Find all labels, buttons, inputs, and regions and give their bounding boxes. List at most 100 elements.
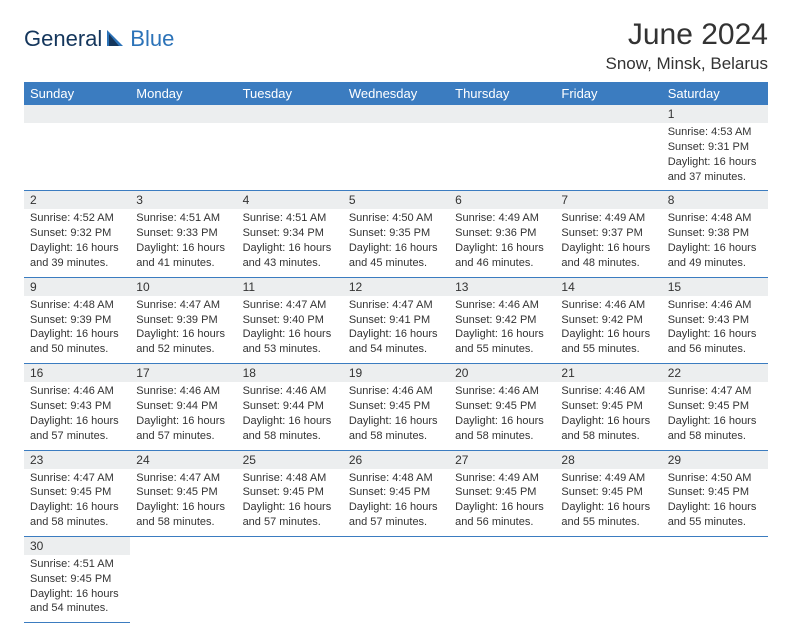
day-number <box>555 536 661 555</box>
daylight-line1: Daylight: 16 hours <box>30 500 124 515</box>
daylight-line2: and 50 minutes. <box>30 342 124 357</box>
day-details: Sunrise: 4:46 AMSunset: 9:43 PMDaylight:… <box>662 296 768 364</box>
day-number <box>130 105 236 123</box>
daylight-line1: Daylight: 16 hours <box>136 414 230 429</box>
day-details <box>237 123 343 191</box>
sunset-text: Sunset: 9:45 PM <box>30 485 124 500</box>
day-number-row: 9101112131415 <box>24 277 768 296</box>
sunset-text: Sunset: 9:40 PM <box>243 313 337 328</box>
day-number: 25 <box>237 450 343 469</box>
sunrise-text: Sunrise: 4:53 AM <box>668 125 762 140</box>
day-number <box>449 105 555 123</box>
sunrise-text: Sunrise: 4:46 AM <box>561 384 655 399</box>
day-number <box>555 105 661 123</box>
daylight-line1: Daylight: 16 hours <box>30 587 124 602</box>
day-number <box>24 105 130 123</box>
sunset-text: Sunset: 9:45 PM <box>30 572 124 587</box>
day-number: 19 <box>343 364 449 383</box>
day-number <box>662 536 768 555</box>
day-number: 14 <box>555 277 661 296</box>
daylight-line1: Daylight: 16 hours <box>668 327 762 342</box>
daylight-line2: and 55 minutes. <box>455 342 549 357</box>
day-number-row: 16171819202122 <box>24 364 768 383</box>
day-number: 16 <box>24 364 130 383</box>
day-details: Sunrise: 4:47 AMSunset: 9:45 PMDaylight:… <box>130 469 236 537</box>
daylight-line2: and 58 minutes. <box>136 515 230 530</box>
sunrise-text: Sunrise: 4:50 AM <box>668 471 762 486</box>
daylight-line1: Daylight: 16 hours <box>561 327 655 342</box>
weekday-header: Wednesday <box>343 82 449 105</box>
sunset-text: Sunset: 9:39 PM <box>30 313 124 328</box>
sunrise-text: Sunrise: 4:49 AM <box>455 471 549 486</box>
daylight-line1: Daylight: 16 hours <box>136 241 230 256</box>
day-number-row: 23242526272829 <box>24 450 768 469</box>
day-number: 7 <box>555 191 661 210</box>
daylight-line1: Daylight: 16 hours <box>668 414 762 429</box>
header: General Blue June 2024 Snow, Minsk, Bela… <box>24 18 768 74</box>
daylight-line2: and 48 minutes. <box>561 256 655 271</box>
sunset-text: Sunset: 9:41 PM <box>349 313 443 328</box>
sunrise-text: Sunrise: 4:48 AM <box>349 471 443 486</box>
day-details: Sunrise: 4:50 AMSunset: 9:35 PMDaylight:… <box>343 209 449 277</box>
day-details: Sunrise: 4:49 AMSunset: 9:45 PMDaylight:… <box>449 469 555 537</box>
day-number: 2 <box>24 191 130 210</box>
weekday-header-row: Sunday Monday Tuesday Wednesday Thursday… <box>24 82 768 105</box>
daylight-line2: and 49 minutes. <box>668 256 762 271</box>
day-number: 29 <box>662 450 768 469</box>
daylight-line2: and 39 minutes. <box>30 256 124 271</box>
day-number: 11 <box>237 277 343 296</box>
logo-general: General <box>24 26 102 52</box>
page-title: June 2024 <box>605 18 768 52</box>
day-number: 28 <box>555 450 661 469</box>
day-details: Sunrise: 4:47 AMSunset: 9:39 PMDaylight:… <box>130 296 236 364</box>
day-details: Sunrise: 4:46 AMSunset: 9:45 PMDaylight:… <box>343 382 449 450</box>
sunrise-text: Sunrise: 4:47 AM <box>136 298 230 313</box>
sunset-text: Sunset: 9:33 PM <box>136 226 230 241</box>
sunset-text: Sunset: 9:35 PM <box>349 226 443 241</box>
sunrise-text: Sunrise: 4:46 AM <box>455 384 549 399</box>
daylight-line2: and 54 minutes. <box>349 342 443 357</box>
weekday-header: Friday <box>555 82 661 105</box>
day-number: 5 <box>343 191 449 210</box>
day-number <box>237 105 343 123</box>
daylight-line1: Daylight: 16 hours <box>136 500 230 515</box>
sail-icon <box>105 28 129 48</box>
daylight-line2: and 56 minutes. <box>668 342 762 357</box>
sunset-text: Sunset: 9:43 PM <box>30 399 124 414</box>
day-number: 20 <box>449 364 555 383</box>
sunrise-text: Sunrise: 4:49 AM <box>561 211 655 226</box>
day-number: 10 <box>130 277 236 296</box>
sunset-text: Sunset: 9:45 PM <box>243 485 337 500</box>
weekday-header: Sunday <box>24 82 130 105</box>
day-detail-row: Sunrise: 4:51 AMSunset: 9:45 PMDaylight:… <box>24 555 768 623</box>
sunset-text: Sunset: 9:45 PM <box>455 399 549 414</box>
daylight-line1: Daylight: 16 hours <box>243 327 337 342</box>
sunrise-text: Sunrise: 4:47 AM <box>349 298 443 313</box>
daylight-line1: Daylight: 16 hours <box>349 414 443 429</box>
day-number <box>343 536 449 555</box>
day-detail-row: Sunrise: 4:48 AMSunset: 9:39 PMDaylight:… <box>24 296 768 364</box>
daylight-line1: Daylight: 16 hours <box>561 241 655 256</box>
daylight-line2: and 53 minutes. <box>243 342 337 357</box>
day-detail-row: Sunrise: 4:47 AMSunset: 9:45 PMDaylight:… <box>24 469 768 537</box>
day-details: Sunrise: 4:51 AMSunset: 9:33 PMDaylight:… <box>130 209 236 277</box>
sunrise-text: Sunrise: 4:49 AM <box>455 211 549 226</box>
daylight-line1: Daylight: 16 hours <box>668 241 762 256</box>
day-details: Sunrise: 4:47 AMSunset: 9:41 PMDaylight:… <box>343 296 449 364</box>
daylight-line1: Daylight: 16 hours <box>136 327 230 342</box>
sunset-text: Sunset: 9:45 PM <box>349 485 443 500</box>
day-number: 22 <box>662 364 768 383</box>
daylight-line1: Daylight: 16 hours <box>561 414 655 429</box>
sunset-text: Sunset: 9:36 PM <box>455 226 549 241</box>
daylight-line2: and 57 minutes. <box>243 515 337 530</box>
sunrise-text: Sunrise: 4:52 AM <box>30 211 124 226</box>
day-detail-row: Sunrise: 4:46 AM Sunset: 9:43 PM Daylight:… <box>24 382 768 450</box>
day-number-row: 1 <box>24 105 768 123</box>
day-details <box>449 123 555 191</box>
daylight-line2: and 56 minutes. <box>455 515 549 530</box>
sunset-text: Sunset: 9:31 PM <box>668 140 762 155</box>
day-details <box>449 555 555 623</box>
day-details: Sunrise: 4:46 AMSunset: 9:45 PMDaylight:… <box>449 382 555 450</box>
day-number: 12 <box>343 277 449 296</box>
day-details: Sunrise: 4:48 AMSunset: 9:45 PMDaylight:… <box>237 469 343 537</box>
